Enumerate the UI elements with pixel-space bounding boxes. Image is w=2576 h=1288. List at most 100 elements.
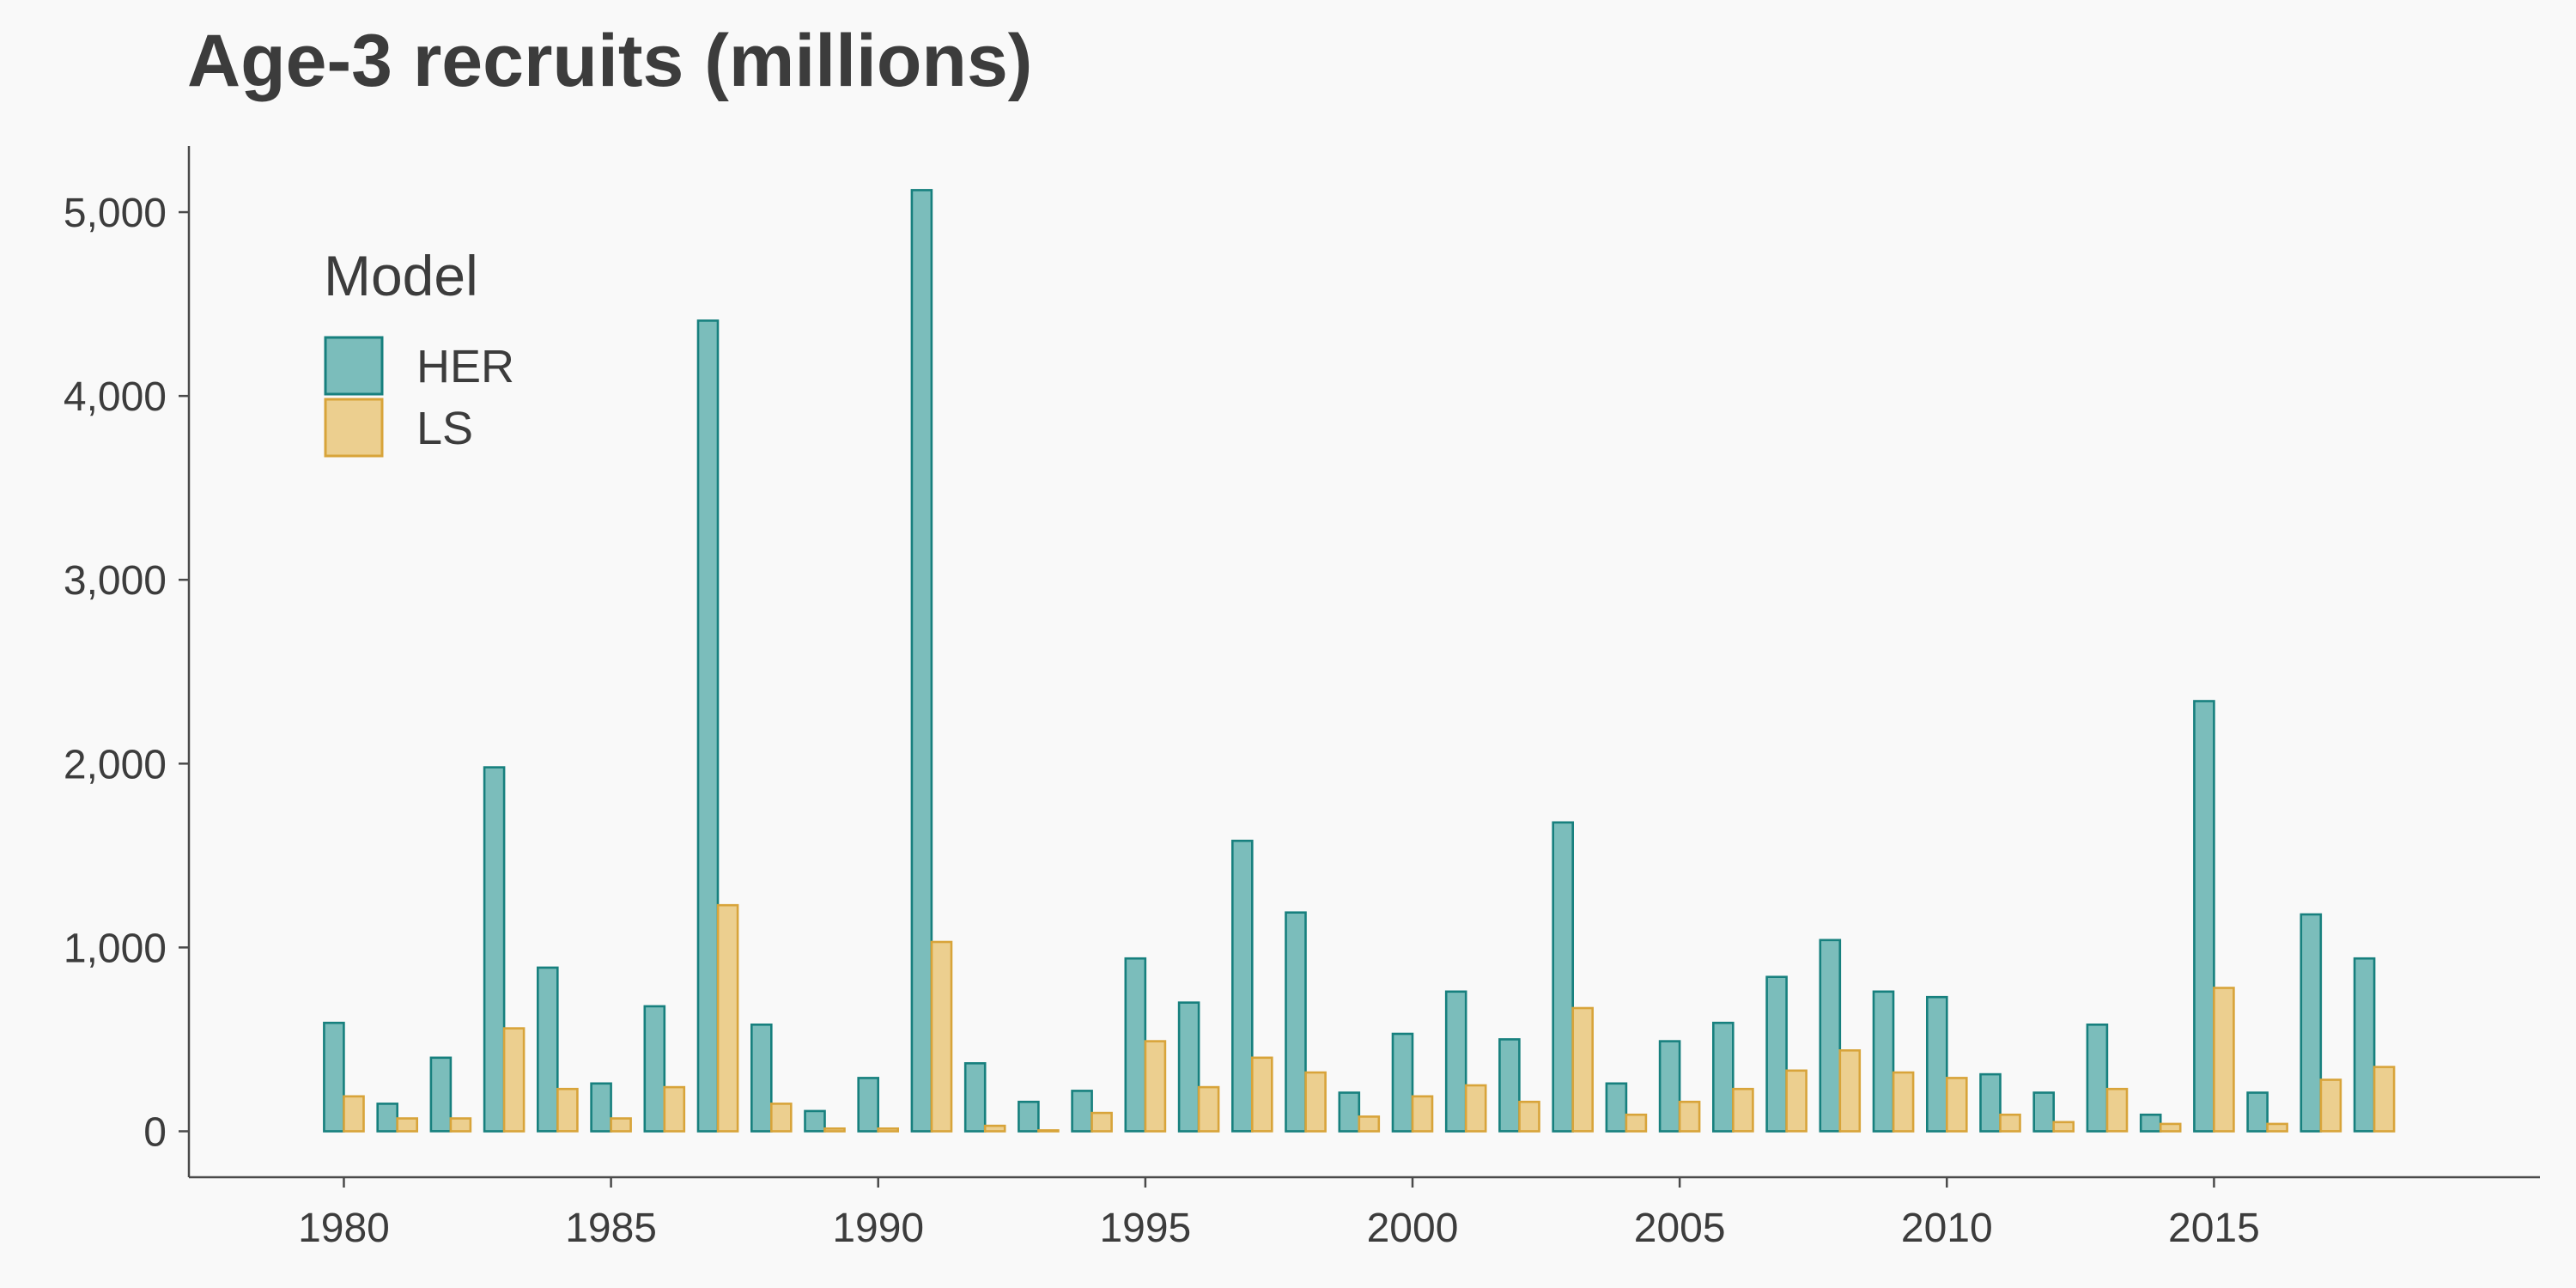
x-tick-label: 2005 xyxy=(1634,1206,1726,1251)
bar-her-1999 xyxy=(1338,1091,1361,1133)
bar-her-1993 xyxy=(1018,1100,1040,1133)
bar-her-2014 xyxy=(2139,1113,2162,1133)
bar-ls-1993 xyxy=(1037,1129,1060,1133)
bar-her-2015 xyxy=(2193,700,2215,1133)
bar-ls-1981 xyxy=(396,1117,419,1133)
bar-her-1994 xyxy=(1071,1090,1093,1133)
bar-her-2010 xyxy=(1926,995,1948,1133)
bar-ls-1982 xyxy=(449,1117,472,1133)
bar-her-2005 xyxy=(1658,1040,1681,1133)
axes-layer: 0 1,000 2,000 3,000 4,000 5,000 1980 1985 1990 19… xyxy=(64,146,2540,1251)
bar-ls-1991 xyxy=(930,940,953,1133)
bar-ls-2004 xyxy=(1625,1113,1648,1133)
bar-ls-1998 xyxy=(1304,1071,1327,1133)
bar-ls-2000 xyxy=(1411,1095,1434,1133)
bar-ls-1992 xyxy=(983,1124,1006,1133)
bar-ls-1980 xyxy=(343,1095,365,1133)
bar-her-2011 xyxy=(1979,1072,2002,1133)
bar-her-1995 xyxy=(1124,957,1147,1133)
chart-title: Age-3 recruits (millions) xyxy=(187,20,1032,102)
legend: Model HER LS xyxy=(324,244,514,458)
bar-her-2008 xyxy=(1819,939,1842,1133)
bar-ls-2005 xyxy=(1678,1100,1701,1133)
bar-her-1982 xyxy=(429,1056,453,1133)
x-tick-label: 2015 xyxy=(2168,1206,2260,1251)
bar-ls-2011 xyxy=(1999,1113,2021,1133)
bar-her-2009 xyxy=(1872,990,1895,1133)
bar-her-1984 xyxy=(536,966,559,1133)
bar-ls-2008 xyxy=(1838,1049,1862,1133)
bar-ls-1985 xyxy=(610,1117,632,1133)
bar-her-1987 xyxy=(696,319,720,1133)
bar-her-1997 xyxy=(1231,839,1254,1133)
bar-ls-2016 xyxy=(2266,1122,2288,1133)
bars-layer xyxy=(323,189,2396,1133)
bar-her-1986 xyxy=(643,1005,666,1133)
bar-ls-1988 xyxy=(769,1103,793,1133)
bar-ls-2006 xyxy=(1732,1087,1754,1133)
legend-swatch-her xyxy=(324,336,384,396)
bar-ls-2013 xyxy=(2105,1087,2129,1133)
bar-her-1991 xyxy=(910,189,933,1133)
bar-ls-2010 xyxy=(1946,1077,1968,1133)
x-tick-label: 2000 xyxy=(1367,1206,1459,1251)
bar-ls-1997 xyxy=(1251,1056,1273,1133)
y-tick-label: 1,000 xyxy=(64,926,167,971)
bar-ls-1990 xyxy=(877,1127,900,1133)
bar-her-2017 xyxy=(2300,913,2323,1133)
y-tick-label: 4,000 xyxy=(64,374,167,420)
bar-ls-1983 xyxy=(502,1027,526,1133)
bar-ls-2012 xyxy=(2052,1121,2075,1133)
y-tick-label: 5,000 xyxy=(64,191,167,236)
y-tick-label: 2,000 xyxy=(64,742,167,787)
bar-ls-2001 xyxy=(1464,1084,1487,1133)
bar-her-1980 xyxy=(323,1021,345,1133)
bar-her-2016 xyxy=(2246,1091,2269,1133)
bar-her-1998 xyxy=(1285,911,1307,1133)
bar-ls-2003 xyxy=(1571,1006,1594,1133)
legend-swatch-ls xyxy=(324,398,384,458)
bar-her-1992 xyxy=(963,1062,987,1133)
bar-ls-2007 xyxy=(1785,1069,1807,1133)
bar-her-2007 xyxy=(1765,975,1788,1133)
bar-her-2000 xyxy=(1391,1032,1414,1133)
legend-label-her: HER xyxy=(416,341,514,392)
bar-her-1983 xyxy=(483,766,506,1133)
bar-her-2004 xyxy=(1605,1082,1628,1133)
bar-ls-2015 xyxy=(2213,987,2235,1133)
y-tick-label: 3,000 xyxy=(64,558,167,604)
bar-her-2003 xyxy=(1552,821,1574,1133)
bar-her-2012 xyxy=(2032,1091,2055,1133)
legend-title: Model xyxy=(324,244,478,307)
bar-her-2001 xyxy=(1444,990,1467,1133)
x-tick-label: 1980 xyxy=(298,1206,390,1251)
bar-ls-1989 xyxy=(823,1127,846,1133)
bar-her-1988 xyxy=(750,1024,773,1133)
x-tick-label: 2010 xyxy=(1901,1206,1993,1251)
bar-her-2018 xyxy=(2353,957,2376,1133)
x-tick-label: 1985 xyxy=(565,1206,657,1251)
bar-ls-2009 xyxy=(1892,1071,1915,1133)
x-tick-label: 1995 xyxy=(1099,1206,1191,1251)
bar-ls-1996 xyxy=(1197,1085,1220,1133)
y-tick-label: 0 xyxy=(143,1109,167,1155)
bar-her-1990 xyxy=(857,1077,880,1133)
bar-ls-1984 xyxy=(556,1087,579,1133)
bar-ls-1986 xyxy=(663,1085,686,1133)
bar-her-1989 xyxy=(804,1109,826,1133)
bar-ls-1987 xyxy=(716,903,739,1133)
bar-ls-1994 xyxy=(1091,1111,1113,1133)
bar-her-2006 xyxy=(1712,1021,1735,1133)
bar-her-2013 xyxy=(2086,1024,2109,1133)
bar-her-1981 xyxy=(376,1103,399,1133)
bar-ls-2014 xyxy=(2159,1122,2182,1133)
x-tick-label: 1990 xyxy=(832,1206,924,1251)
bar-her-1985 xyxy=(590,1082,612,1133)
bar-ls-2018 xyxy=(2372,1066,2396,1133)
bar-her-2002 xyxy=(1498,1038,1521,1133)
bar-ls-1999 xyxy=(1358,1115,1381,1133)
legend-label-ls: LS xyxy=(416,403,473,454)
bar-ls-2017 xyxy=(2319,1078,2342,1133)
